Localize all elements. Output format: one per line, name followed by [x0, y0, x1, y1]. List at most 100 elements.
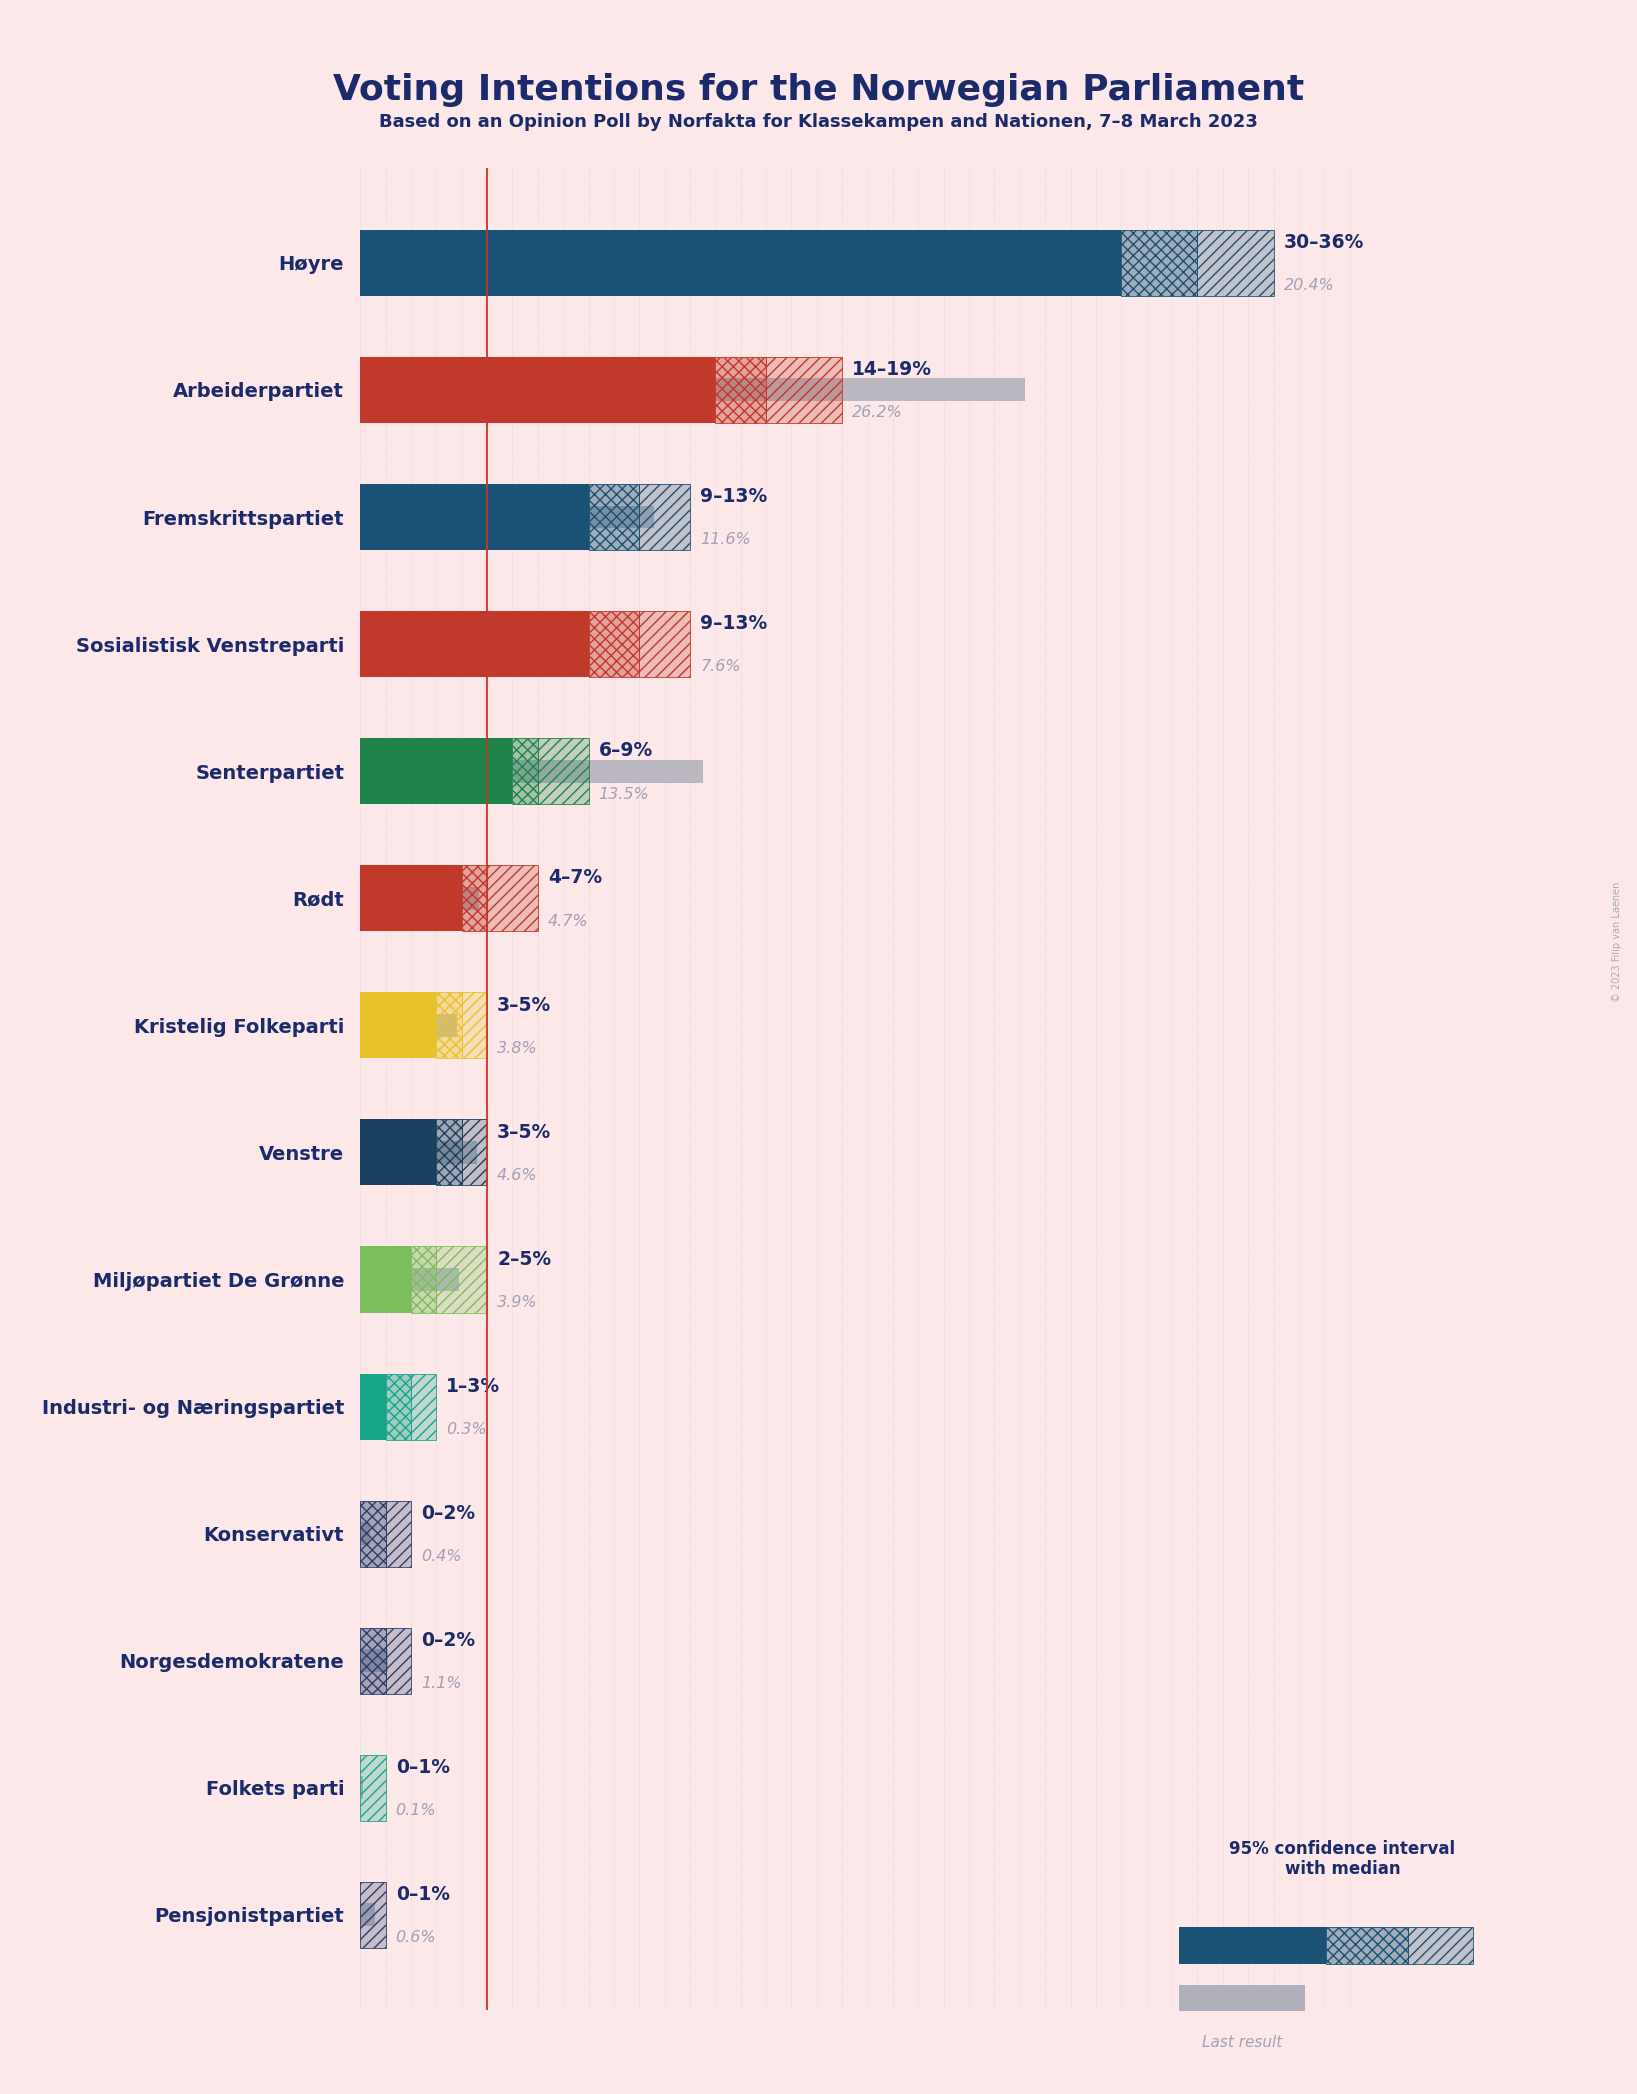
Bar: [386, 1501, 411, 1566]
Text: 1–3%: 1–3%: [447, 1376, 501, 1397]
Bar: [360, 993, 435, 1057]
Text: 3.9%: 3.9%: [498, 1294, 539, 1311]
Bar: [360, 1755, 386, 1822]
Text: 13.5%: 13.5%: [599, 787, 650, 802]
Bar: [360, 1374, 435, 1441]
Bar: [360, 1883, 386, 1947]
Bar: [360, 1903, 375, 1926]
Text: 11.6%: 11.6%: [701, 532, 751, 547]
Bar: [638, 611, 689, 676]
Bar: [1408, 1926, 1473, 1964]
Bar: [435, 1246, 488, 1313]
Bar: [1326, 1926, 1408, 1964]
Bar: [488, 865, 537, 932]
Bar: [360, 1501, 386, 1566]
Text: 14–19%: 14–19%: [853, 360, 933, 379]
Bar: [360, 1627, 386, 1694]
Bar: [360, 251, 877, 274]
Text: 0.4%: 0.4%: [421, 1550, 462, 1564]
Bar: [435, 1120, 462, 1185]
Bar: [360, 865, 462, 932]
Bar: [360, 1269, 458, 1290]
Bar: [360, 1776, 363, 1799]
Bar: [360, 1755, 386, 1822]
Bar: [360, 356, 715, 423]
Bar: [462, 865, 488, 932]
Bar: [715, 356, 766, 423]
Text: Based on an Opinion Poll by Norfakta for Klassekampen and Nationen, 7–8 March 20: Based on an Opinion Poll by Norfakta for…: [380, 113, 1257, 132]
Bar: [360, 611, 589, 676]
Text: 4.7%: 4.7%: [548, 913, 589, 928]
Bar: [360, 484, 589, 551]
Bar: [766, 356, 841, 423]
Bar: [360, 760, 702, 783]
Text: 2–5%: 2–5%: [498, 1250, 552, 1269]
Text: Last result: Last result: [1202, 2035, 1282, 2050]
Bar: [462, 1120, 488, 1185]
Text: 0–2%: 0–2%: [421, 1503, 475, 1522]
Bar: [1121, 230, 1198, 295]
Bar: [360, 1522, 370, 1545]
Bar: [462, 993, 488, 1057]
Text: 9–13%: 9–13%: [701, 614, 768, 632]
Bar: [360, 484, 691, 551]
Text: 26.2%: 26.2%: [853, 406, 904, 421]
Bar: [360, 737, 512, 804]
Bar: [715, 356, 766, 423]
Bar: [360, 865, 537, 932]
Bar: [512, 737, 537, 804]
Text: 9–13%: 9–13%: [701, 488, 768, 507]
Bar: [1198, 230, 1274, 295]
Bar: [360, 379, 1025, 402]
Bar: [638, 484, 689, 551]
Text: 0–1%: 0–1%: [396, 1759, 450, 1778]
Bar: [411, 1246, 435, 1313]
Bar: [589, 611, 638, 676]
Bar: [537, 737, 589, 804]
Bar: [1179, 1985, 1305, 2010]
Bar: [360, 1141, 476, 1164]
Bar: [360, 632, 553, 655]
Text: 95% confidence interval
with median: 95% confidence interval with median: [1229, 1839, 1455, 1878]
Bar: [435, 993, 462, 1057]
Bar: [512, 737, 537, 804]
Bar: [1121, 230, 1198, 295]
Bar: [360, 1120, 488, 1185]
Bar: [360, 230, 1121, 295]
Bar: [589, 484, 638, 551]
Bar: [589, 611, 638, 676]
Bar: [462, 1120, 488, 1185]
Bar: [360, 1501, 386, 1566]
Bar: [360, 505, 655, 528]
Bar: [386, 1501, 411, 1566]
Text: 4–7%: 4–7%: [548, 869, 602, 888]
Bar: [1198, 230, 1274, 295]
Bar: [360, 1246, 488, 1313]
Bar: [360, 993, 488, 1057]
Text: 1.1%: 1.1%: [421, 1675, 462, 1692]
Text: 0–2%: 0–2%: [421, 1631, 475, 1650]
Bar: [360, 1627, 411, 1694]
Bar: [360, 611, 691, 676]
Bar: [386, 1374, 411, 1441]
Bar: [386, 1627, 411, 1694]
Bar: [360, 356, 841, 423]
Text: 0–1%: 0–1%: [396, 1885, 450, 1903]
Bar: [1326, 1926, 1408, 1964]
Text: 3–5%: 3–5%: [498, 995, 552, 1013]
Bar: [360, 1395, 368, 1418]
Bar: [411, 1374, 435, 1441]
Text: 20.4%: 20.4%: [1283, 279, 1334, 293]
Bar: [360, 1120, 435, 1185]
Bar: [360, 1755, 386, 1822]
Bar: [766, 356, 841, 423]
Bar: [360, 888, 480, 909]
Bar: [386, 1627, 411, 1694]
Bar: [360, 1883, 386, 1947]
Bar: [360, 1501, 411, 1566]
Bar: [411, 1246, 435, 1313]
Bar: [386, 1374, 411, 1441]
Bar: [411, 1374, 435, 1441]
Bar: [435, 993, 462, 1057]
Text: 0.6%: 0.6%: [396, 1931, 437, 1945]
